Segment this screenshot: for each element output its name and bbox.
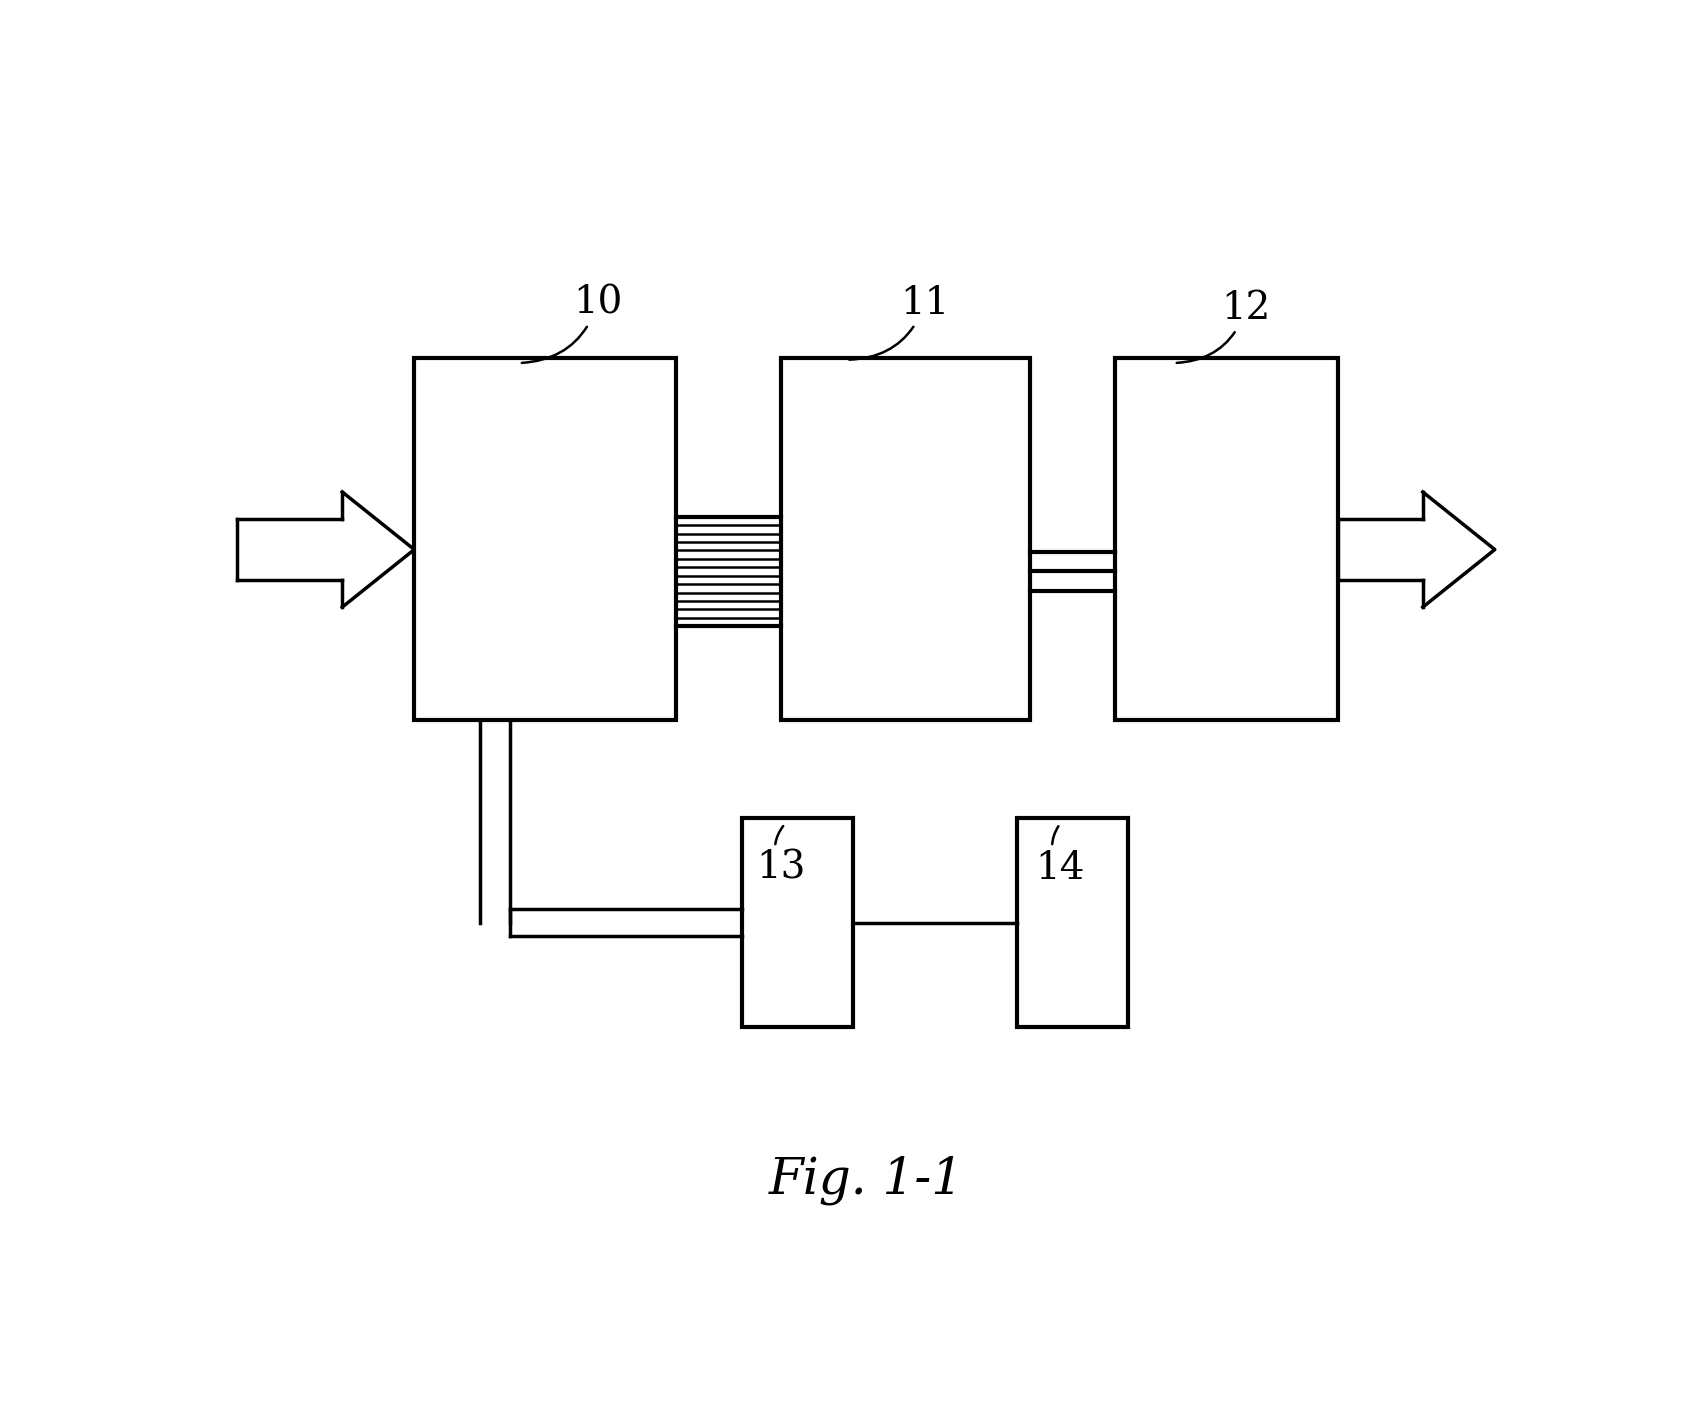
Polygon shape [1422, 492, 1495, 607]
Bar [414, 358, 676, 720]
Text: 13: 13 [757, 826, 806, 886]
Text: 10: 10 [522, 285, 622, 363]
Bar [780, 358, 1029, 720]
Bar [1017, 818, 1128, 1027]
Bar [236, 519, 341, 580]
Text: Fig. 1-1: Fig. 1-1 [768, 1156, 963, 1206]
Bar [1338, 519, 1422, 580]
Text: 14: 14 [1035, 826, 1084, 886]
Text: 11: 11 [850, 285, 949, 359]
Bar [676, 517, 780, 627]
Bar [1115, 358, 1338, 720]
Bar [741, 818, 853, 1027]
Text: 12: 12 [1176, 291, 1270, 363]
Polygon shape [341, 492, 414, 607]
